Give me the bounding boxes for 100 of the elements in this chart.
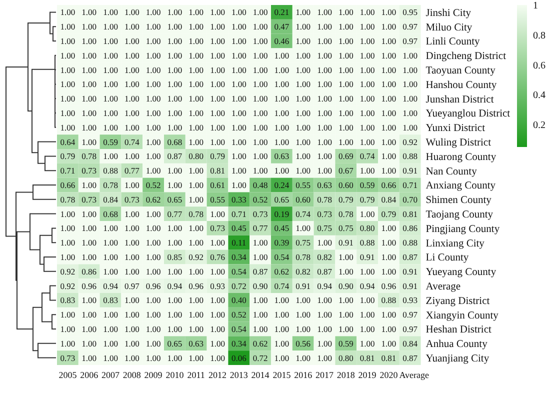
data-label: 0.73 [82,194,97,204]
data-label: 0.88 [381,295,396,306]
data-label: 0.55 [296,180,311,190]
data-label: 1.00 [188,7,204,18]
data-label: 1.00 [60,22,76,32]
data-label: 1.00 [210,79,225,90]
data-label: 0.94 [317,280,333,291]
data-label: 0.96 [146,280,161,291]
data-label: 0.62 [274,266,290,276]
data-label: 1.00 [103,7,118,18]
data-label: 1.00 [296,295,311,306]
data-label: 1.00 [274,352,290,363]
data-label: 1.00 [103,151,118,162]
data-label: 1.00 [210,238,225,248]
data-label: 1.00 [146,208,161,219]
data-label: 1.00 [82,36,97,46]
data-label: 0.68 [103,208,118,219]
y-tick-label: Average [426,281,461,292]
data-label: 1.00 [146,151,161,162]
data-label: 1.00 [381,151,396,162]
data-label: 1.00 [360,208,375,219]
data-label: 1.00 [124,36,140,46]
data-label: 0.73 [252,208,268,219]
data-label: 1.00 [146,238,161,248]
data-label: 0.90 [338,280,354,291]
data-label: 1.00 [231,22,246,32]
data-label: 1.00 [124,7,140,18]
data-label: 0.74 [296,208,312,219]
data-label: 1.00 [82,310,97,320]
data-label: 1.00 [60,208,76,219]
data-label: 1.00 [103,252,118,262]
data-label: 1.00 [167,36,182,46]
data-label: 1.00 [188,166,204,176]
data-label: 0.54 [231,324,248,334]
data-label: 0.93 [402,295,418,306]
data-label: 0.88 [402,238,418,248]
data-label: 1.00 [103,94,118,104]
data-label: 1.00 [296,166,311,176]
x-tick-label: Average [399,370,430,380]
data-label: 0.94 [167,280,183,291]
data-label: 1.00 [103,223,118,234]
data-label: 0.91 [360,252,375,262]
y-tick-label: Anhua County [426,339,488,350]
y-tick-label: Jinshi City [426,8,472,19]
data-label: 0.80 [188,151,204,162]
data-label: 1.00 [252,136,268,147]
data-label: 0.72 [231,280,246,291]
data-label: 1.00 [60,223,76,234]
data-label: 1.00 [167,50,182,60]
data-label: 1.00 [296,64,311,75]
data-label: 1.00 [402,50,418,60]
data-label: 1.00 [210,352,225,363]
y-tick-label: Yueyanglou District [426,108,510,120]
data-label: 1.00 [124,208,140,219]
data-label: 1.00 [252,324,268,334]
data-label: 1.00 [60,238,76,248]
data-label: 0.91 [402,266,418,276]
data-label: 1.00 [252,238,268,248]
data-label: 1.00 [103,338,118,348]
data-label: 1.00 [146,166,161,176]
data-label: 1.00 [146,252,161,262]
data-label: 1.00 [381,324,396,334]
data-label: 1.00 [381,310,396,320]
data-label: 1.00 [167,166,182,176]
y-tick-label: Dingcheng District [426,51,506,62]
data-label: 0.79 [381,208,396,219]
data-label: 1.00 [231,36,246,46]
data-label: 1.00 [296,352,311,363]
data-label: 1.00 [296,151,311,162]
data-label: 1.00 [146,36,161,46]
data-label: 1.00 [317,22,332,32]
data-label: 1.00 [188,310,204,320]
data-label: 1.00 [338,252,354,262]
data-label: 1.00 [82,295,97,306]
data-label: 1.00 [296,22,311,32]
data-label: 1.00 [296,108,311,118]
data-label: 1.00 [167,108,182,118]
data-label: 1.00 [317,64,332,75]
data-label: 1.00 [167,310,182,320]
data-label: 1.00 [360,108,375,118]
data-label: 1.00 [317,352,332,363]
data-label: 1.00 [317,7,332,18]
data-label: 1.00 [338,310,354,320]
data-label: 0.76 [210,252,225,262]
data-label: 1.00 [188,194,204,204]
data-label: 0.06 [231,352,246,363]
data-label: 1.00 [381,50,396,60]
data-label: 0.83 [60,295,76,306]
data-label: 1.00 [338,22,354,32]
data-label: 1.00 [210,50,225,60]
data-label: 1.00 [103,324,118,334]
x-tick-label: 2005 [58,370,78,380]
x-tick-label: 2020 [380,370,398,380]
data-label: 1.00 [338,108,354,118]
data-label: 1.00 [188,64,204,75]
data-label: 0.92 [60,266,76,276]
y-tick-label: Wuling District [426,137,492,148]
data-label: 1.00 [360,310,375,320]
data-label: 0.52 [231,310,246,320]
data-label: 1.00 [317,136,332,147]
